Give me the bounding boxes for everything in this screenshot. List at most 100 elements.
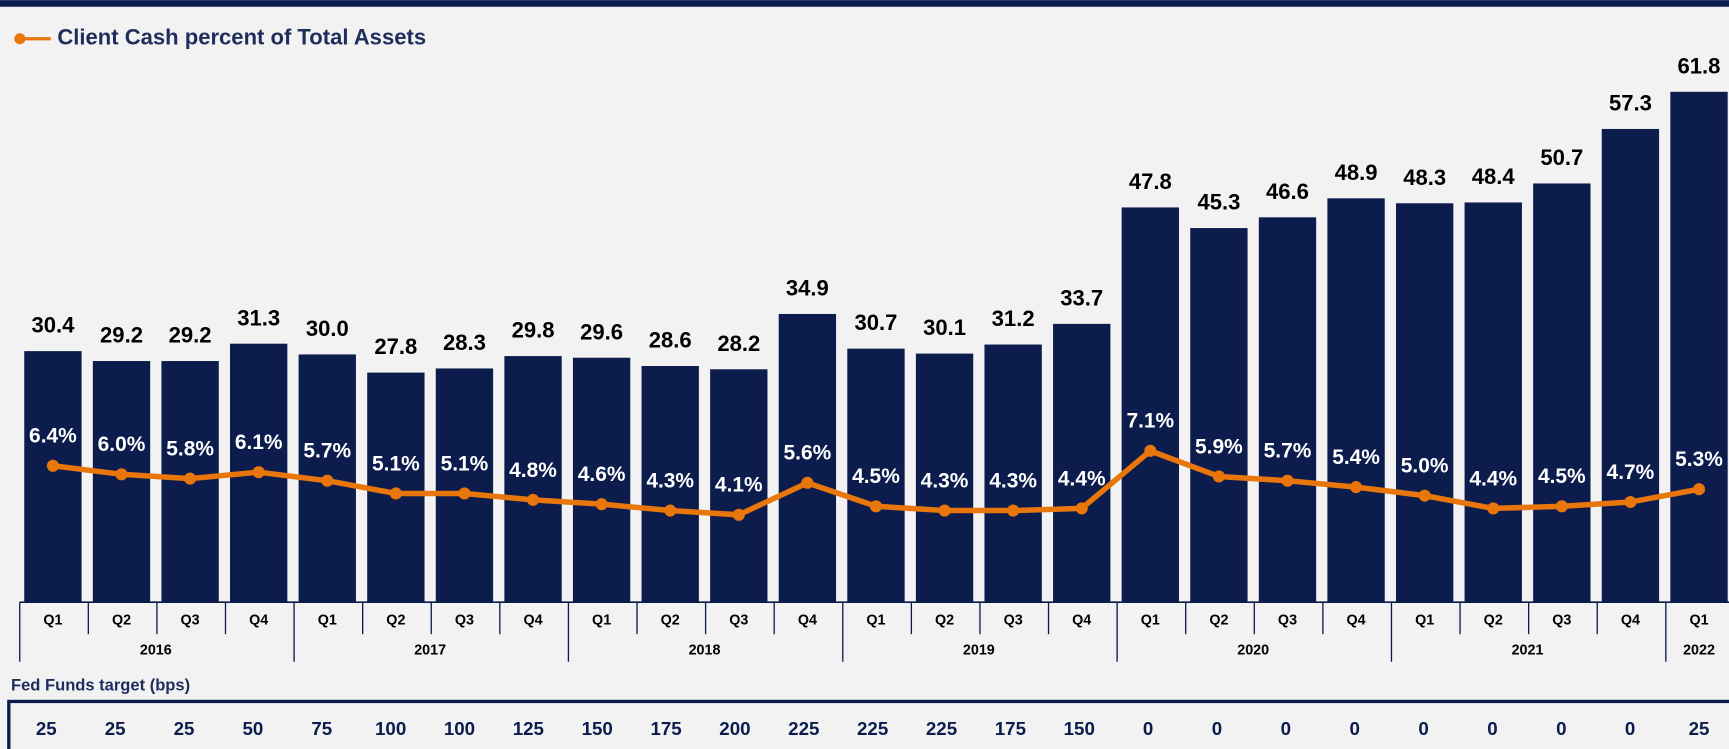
bar-value-label: 30.1 (923, 315, 966, 340)
x-tick-label: Q4 (1072, 613, 1091, 629)
fed-funds-value: 50 (242, 718, 263, 739)
bar-value-label: 27.8 (374, 334, 417, 359)
line-point (1212, 470, 1225, 483)
bar-value-label: 50.7 (1540, 145, 1583, 170)
fed-funds-value: 0 (1281, 718, 1291, 739)
bar-value-label: 29.2 (169, 323, 212, 348)
bar (1601, 128, 1660, 603)
bar-value-label: 30.0 (306, 316, 349, 341)
line-point (252, 466, 265, 479)
bar-value-label: 47.8 (1129, 169, 1172, 194)
x-tick-label: Q4 (249, 613, 268, 629)
line-point (801, 476, 814, 489)
x-tick-label: Q4 (1621, 613, 1640, 629)
fed-funds-value: 75 (311, 718, 332, 739)
fed-funds-value: 0 (1487, 718, 1497, 739)
line-value-label: 7.1% (1126, 410, 1174, 433)
bar-value-label: 33.7 (1060, 285, 1103, 310)
x-tick-label: Q2 (386, 613, 405, 629)
bar (915, 353, 974, 603)
line-point (1692, 483, 1706, 496)
fed-funds-value: 225 (926, 718, 957, 739)
x-tick-label: Q3 (181, 613, 200, 629)
fed-funds-value: 100 (444, 718, 475, 739)
bar-value-label: 31.2 (992, 306, 1035, 331)
line-point (526, 493, 540, 506)
bar-value-label: 57.3 (1609, 91, 1652, 116)
line-value-label: 5.3% (1675, 448, 1723, 471)
fed-funds-value: 0 (1556, 718, 1566, 739)
bar (984, 344, 1042, 603)
line-point (869, 500, 883, 513)
bar-value-label: 28.6 (649, 328, 692, 353)
line-value-label: 5.7% (303, 440, 351, 463)
bar-value-label: 29.2 (100, 323, 143, 348)
line-point (664, 504, 677, 517)
bar-value-label: 28.2 (717, 331, 760, 356)
x-tick-label: Q1 (1689, 613, 1708, 629)
x-tick-label: Q3 (1004, 613, 1023, 629)
year-label: 2019 (963, 643, 995, 659)
line-value-label: 4.4% (1058, 467, 1106, 490)
line-value-label: 5.9% (1195, 435, 1243, 458)
fed-funds-value: 0 (1418, 718, 1428, 739)
x-tick-label: Q3 (1278, 613, 1297, 629)
bar (435, 368, 494, 603)
line-point (1555, 500, 1568, 513)
fed-funds-value: 0 (1212, 718, 1222, 739)
fed-funds-value: 200 (719, 718, 750, 739)
year-label: 2022 (1683, 643, 1715, 659)
line-value-label: 4.4% (1469, 467, 1517, 490)
fed-funds-value: 150 (582, 718, 613, 739)
x-tick-label: Q4 (1347, 613, 1366, 629)
line-value-label: 5.1% (372, 452, 420, 475)
bar (572, 357, 631, 603)
line-value-label: 4.6% (578, 463, 626, 486)
year-label: 2020 (1237, 643, 1269, 659)
line-point (1007, 504, 1020, 517)
line-point (458, 487, 471, 500)
line-value-label: 4.5% (1538, 465, 1586, 488)
bar (778, 313, 837, 603)
year-label: 2016 (140, 643, 172, 659)
bar-value-label: 28.3 (443, 330, 486, 355)
line-point (389, 487, 402, 500)
bar (1327, 198, 1385, 603)
x-tick-label: Q2 (1209, 613, 1228, 629)
fed-funds-value: 175 (995, 718, 1026, 739)
bar (1190, 228, 1248, 603)
year-label: 2021 (1512, 643, 1544, 659)
line-point (1281, 474, 1294, 487)
x-tick-label: Q1 (43, 613, 62, 629)
fed-funds-value: 125 (513, 718, 544, 739)
fed-funds-box (7, 699, 1729, 749)
line-value-label: 4.3% (989, 469, 1037, 492)
line-value-label: 4.3% (646, 469, 694, 492)
line-value-label: 4.5% (852, 465, 900, 488)
line-point (1075, 502, 1088, 515)
line-value-label: 5.7% (1264, 440, 1312, 463)
x-tick-label: Q1 (1415, 613, 1434, 629)
bar (1258, 217, 1317, 603)
bar-value-label: 29.8 (512, 318, 555, 343)
bar-value-label: 30.7 (855, 310, 898, 335)
fed-funds-value: 225 (788, 718, 819, 739)
line-point (115, 468, 128, 481)
x-tick-label: Q3 (1552, 613, 1571, 629)
line-value-label: 6.0% (98, 433, 146, 456)
line-point (46, 459, 59, 472)
bar (1464, 202, 1522, 603)
bar (710, 369, 768, 603)
bar (1395, 203, 1454, 603)
bar (1670, 91, 1728, 603)
bar-value-label: 29.6 (580, 319, 623, 344)
top-rule (0, 0, 1729, 7)
bar-value-label: 34.9 (786, 276, 829, 301)
line-value-label: 5.6% (784, 442, 832, 465)
line-value-label: 4.7% (1607, 461, 1655, 484)
line-value-label: 6.4% (29, 425, 77, 448)
x-tick-label: Q4 (798, 613, 817, 629)
year-label: 2017 (414, 643, 446, 659)
